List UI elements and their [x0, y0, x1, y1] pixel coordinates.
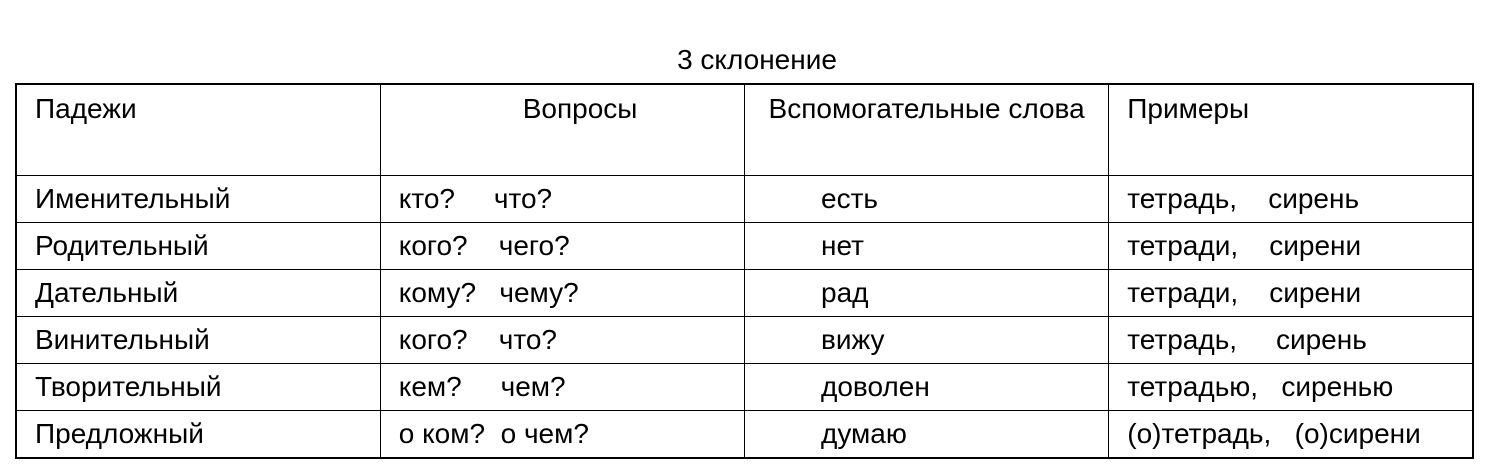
questions-cell: кому? чему?	[379, 269, 746, 317]
questions-cell: кого? что?	[379, 316, 746, 364]
case-cell: Творительный	[15, 363, 381, 411]
header-questions: Вопросы	[379, 83, 746, 176]
header-row: Падежи Вопросы Вспомогательные слова При…	[15, 83, 1474, 176]
case-cell: Предложный	[15, 410, 381, 459]
helper-cell: думаю	[743, 410, 1110, 459]
questions-cell: кто? что?	[379, 175, 746, 223]
table-row: Винительный кого? что? вижу тетрадь, сир…	[15, 316, 1474, 364]
header-examples: Примеры	[1108, 83, 1474, 176]
table-row: Родительный кого? чего? нет тетради, сир…	[15, 222, 1474, 270]
case-cell: Именительный	[15, 175, 381, 223]
case-cell: Родительный	[15, 222, 381, 270]
header-cases: Падежи	[15, 83, 381, 176]
questions-cell: кем? чем?	[379, 363, 746, 411]
examples-cell: (о)тетрадь, (о)сирени	[1108, 410, 1474, 459]
helper-cell: вижу	[743, 316, 1110, 364]
case-cell: Винительный	[15, 316, 381, 364]
examples-cell: тетрадь, сирень	[1108, 316, 1474, 364]
examples-cell: тетрадью, сиренью	[1108, 363, 1474, 411]
helper-cell: нет	[743, 222, 1110, 270]
table-row: Творительный кем? чем? доволен тетрадью,…	[15, 363, 1474, 411]
helper-cell: рад	[743, 269, 1110, 317]
declension-table: Падежи Вопросы Вспомогательные слова При…	[15, 83, 1474, 459]
table-row: Предложный о ком? о чем? думаю (о)тетрад…	[15, 410, 1474, 459]
header-helper-words: Вспомогательные слова	[743, 83, 1110, 176]
questions-cell: о ком? о чем?	[379, 410, 746, 459]
case-cell: Дательный	[15, 269, 381, 317]
helper-cell: есть	[743, 175, 1110, 223]
questions-cell: кого? чего?	[379, 222, 746, 270]
helper-cell: доволен	[743, 363, 1110, 411]
examples-cell: тетради, сирени	[1108, 269, 1474, 317]
table-title: 3 склонение	[677, 44, 837, 75]
examples-cell: тетрадь, сирень	[1108, 175, 1474, 223]
table-row: Дательный кому? чему? рад тетради, сирен…	[15, 269, 1474, 317]
examples-cell: тетради, сирени	[1108, 222, 1474, 270]
table-row: Именительный кто? что? есть тетрадь, сир…	[15, 175, 1474, 223]
